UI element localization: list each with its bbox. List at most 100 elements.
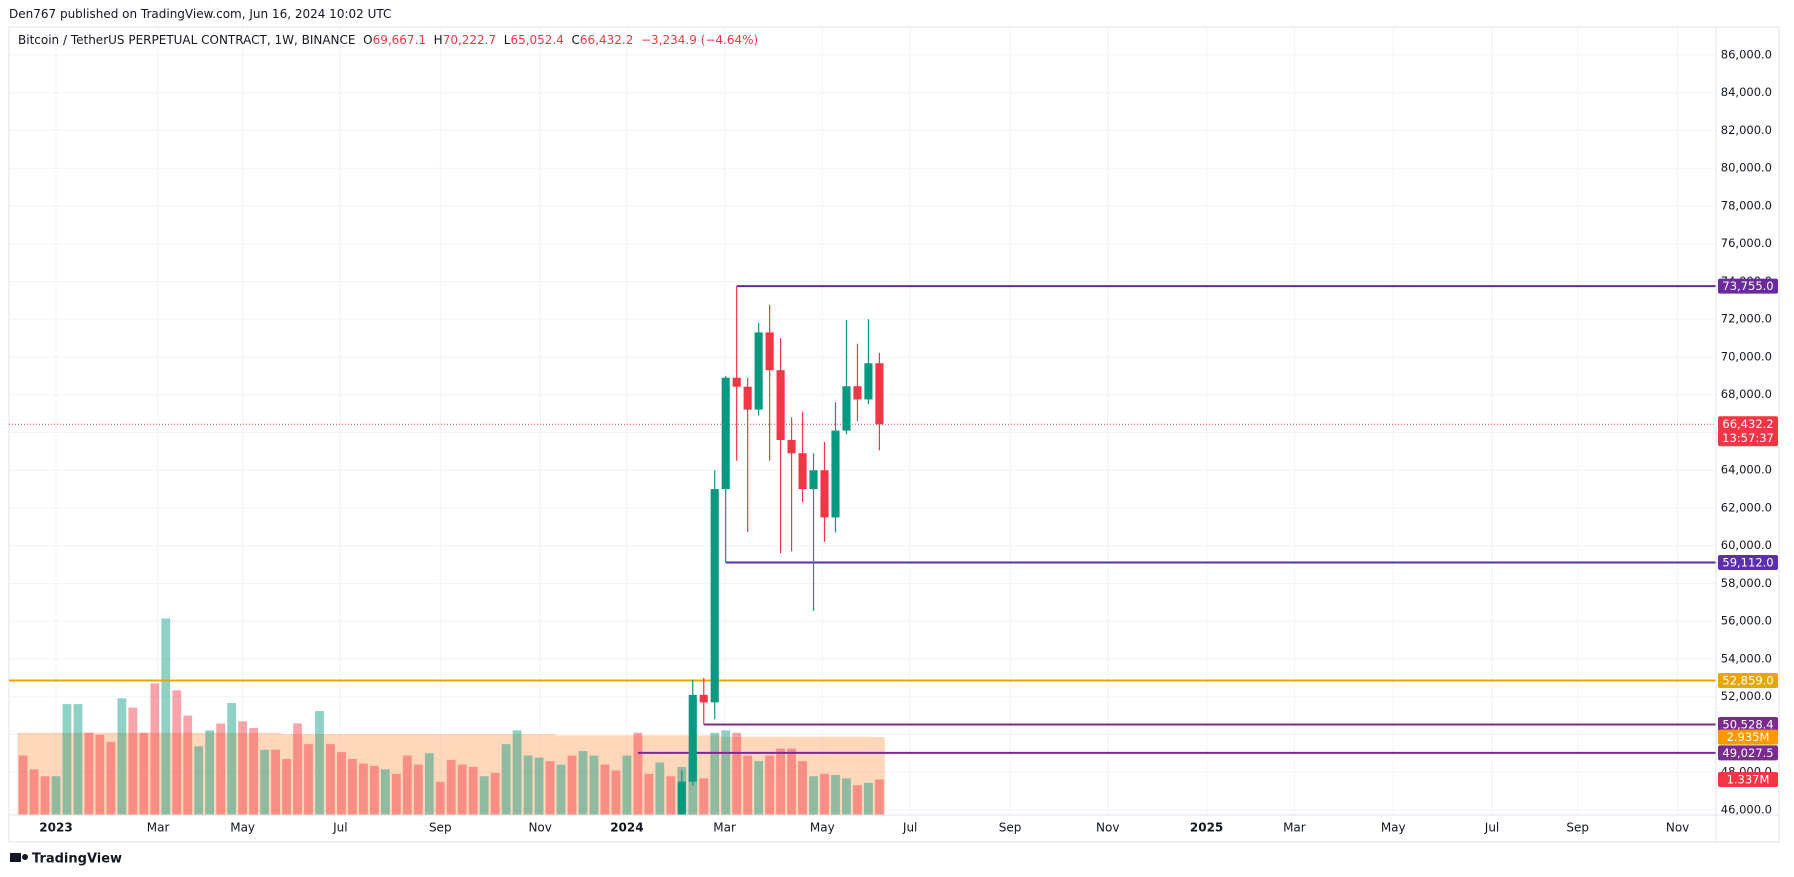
level-label-box	[1718, 717, 1778, 733]
level-label-box	[1718, 554, 1778, 570]
ohlc-value: 66,432.2	[579, 33, 634, 47]
level-label: 52,859.0	[1722, 674, 1773, 688]
volume-bar	[183, 715, 193, 815]
volume-bar	[732, 732, 742, 815]
ohlc-key: H	[433, 33, 443, 47]
logo-text: TradingView	[32, 852, 122, 867]
volume-bar	[271, 749, 280, 815]
x-tick-label: Sep	[429, 821, 452, 835]
volume-bar	[842, 778, 851, 815]
last-price-label: 66,432.2	[1722, 417, 1773, 431]
ohlc-key: L	[503, 33, 511, 47]
volume-bar	[29, 769, 39, 815]
x-tick-label: 2025	[1190, 821, 1223, 835]
volume-bar	[831, 774, 840, 815]
volume-bar	[589, 755, 599, 815]
logo: TradingView	[10, 852, 122, 867]
x-tick-label: May	[230, 821, 255, 835]
level-label-box	[1718, 745, 1778, 761]
volume-bar	[534, 757, 544, 815]
candle-body	[754, 332, 763, 410]
volume-bar	[798, 761, 807, 815]
y-tick-label: 76,000.0	[1721, 236, 1772, 250]
volume-bar	[150, 683, 160, 815]
x-tick-label: Nov	[1666, 821, 1689, 835]
volume-bar	[194, 746, 204, 815]
last-price-box	[1718, 416, 1778, 447]
volume-bar	[490, 772, 500, 815]
volume-bar	[501, 744, 511, 815]
volume-bar	[721, 730, 731, 815]
y-tick-label: 68,000.0	[1721, 387, 1772, 401]
change: −3,234.9 (−4.64%)	[641, 33, 759, 47]
axes: 46,000.048,000.050,000.052,000.054,000.0…	[9, 27, 1779, 842]
volume-bar	[545, 761, 555, 815]
candle-body	[699, 694, 708, 703]
candle-body	[787, 440, 796, 454]
x-tick-label: Jul	[1484, 821, 1499, 835]
y-tick-label: 82,000.0	[1721, 123, 1772, 137]
volume-bar	[512, 730, 522, 815]
volume-bar	[380, 769, 390, 815]
volume-bar	[556, 764, 566, 815]
legend: Bitcoin / TetherUS PERPETUAL CONTRACT, 1…	[18, 33, 758, 47]
y-tick-label: 52,000.0	[1721, 689, 1772, 703]
volume-label-box	[1718, 729, 1778, 745]
volume-bar	[424, 753, 434, 815]
volume-bar	[282, 759, 291, 815]
y-tick-label: 70,000.0	[1721, 349, 1772, 363]
volume-bar	[172, 690, 182, 815]
x-tick-label: May	[810, 821, 835, 835]
candle-body	[864, 363, 873, 400]
chart-frame	[8, 26, 1780, 843]
volume-bar	[666, 776, 676, 815]
volume-bar	[62, 704, 72, 815]
y-tick-label: 84,000.0	[1721, 85, 1772, 99]
publisher: Den767 published on TradingView.com, Jun…	[9, 7, 392, 21]
y-tick-label: 46,000.0	[1721, 802, 1772, 816]
volume-bar	[260, 749, 269, 815]
candle-body	[831, 430, 840, 518]
volume-bar	[479, 776, 489, 815]
volume-bar	[40, 776, 50, 815]
volume-bar	[446, 760, 456, 815]
candle-body	[765, 332, 774, 371]
volume-bar	[359, 763, 368, 815]
volume-bar	[710, 732, 720, 815]
volume-bar	[864, 782, 873, 815]
volume-bar	[106, 741, 116, 815]
volume-bar	[413, 764, 423, 815]
x-tick-label: Mar	[147, 821, 170, 835]
volume	[17, 618, 885, 815]
volume-bar	[699, 778, 709, 815]
volume-bar	[743, 755, 753, 815]
x-tick-label: May	[1381, 821, 1406, 835]
volume-bar	[326, 744, 335, 815]
volume-bar	[633, 732, 643, 815]
volume-bar	[315, 710, 324, 815]
x-tick-label: Jul	[902, 821, 917, 835]
level-label-box	[1718, 278, 1778, 294]
volume-bar	[402, 755, 412, 815]
volume-bar	[227, 703, 237, 815]
ohlc-value: 65,052.4	[510, 33, 564, 47]
volume-bar	[238, 721, 248, 815]
y-tick-label: 64,000.0	[1721, 463, 1772, 477]
x-tick-label: 2023	[39, 821, 72, 835]
y-tick-label: 54,000.0	[1721, 651, 1772, 665]
volume-bar	[644, 773, 654, 815]
candle-body	[820, 470, 829, 518]
level-label: 59,112.0	[1722, 555, 1773, 569]
x-tick-label: Sep	[999, 821, 1022, 835]
logo-mark	[22, 854, 28, 860]
candle-body	[875, 363, 884, 425]
volume-bar	[51, 776, 61, 815]
volume-label: 1.337M	[1727, 773, 1770, 787]
volume-bar	[249, 727, 259, 815]
level-label-box	[1718, 673, 1778, 689]
volume-bar	[600, 764, 610, 815]
volume-bar	[337, 752, 346, 815]
candle-body	[853, 386, 862, 400]
volume-label: 2.935M	[1727, 730, 1770, 744]
